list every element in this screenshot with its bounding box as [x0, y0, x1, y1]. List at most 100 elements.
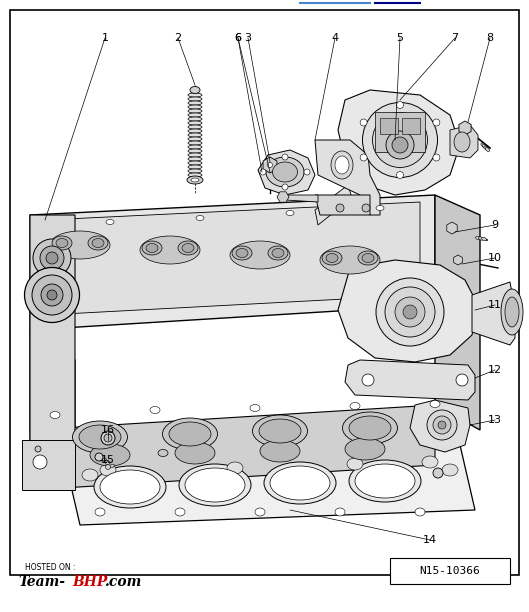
- Ellipse shape: [158, 449, 168, 457]
- Polygon shape: [315, 140, 380, 215]
- Ellipse shape: [250, 405, 260, 411]
- Text: 8: 8: [487, 33, 494, 43]
- Ellipse shape: [188, 145, 202, 149]
- Ellipse shape: [403, 305, 417, 319]
- Ellipse shape: [358, 251, 378, 265]
- Ellipse shape: [255, 508, 265, 516]
- Ellipse shape: [90, 444, 130, 466]
- Ellipse shape: [501, 289, 523, 335]
- Ellipse shape: [372, 113, 427, 168]
- Text: 1: 1: [102, 33, 108, 43]
- Polygon shape: [315, 185, 352, 225]
- Ellipse shape: [142, 241, 162, 255]
- Ellipse shape: [188, 93, 202, 97]
- Ellipse shape: [188, 173, 202, 177]
- Ellipse shape: [415, 508, 425, 516]
- Ellipse shape: [484, 146, 488, 150]
- Ellipse shape: [376, 278, 444, 346]
- Polygon shape: [450, 125, 478, 158]
- Ellipse shape: [345, 438, 385, 460]
- Ellipse shape: [272, 162, 297, 182]
- Ellipse shape: [326, 253, 338, 263]
- Ellipse shape: [185, 468, 245, 502]
- Ellipse shape: [95, 453, 103, 461]
- Ellipse shape: [252, 415, 307, 447]
- Ellipse shape: [72, 421, 127, 453]
- Ellipse shape: [362, 253, 374, 263]
- Ellipse shape: [282, 154, 288, 160]
- Ellipse shape: [104, 434, 112, 442]
- Ellipse shape: [32, 275, 72, 315]
- Ellipse shape: [479, 237, 484, 240]
- Ellipse shape: [266, 157, 304, 187]
- Ellipse shape: [178, 241, 198, 255]
- Ellipse shape: [386, 131, 414, 159]
- Ellipse shape: [236, 248, 248, 258]
- Ellipse shape: [360, 119, 367, 126]
- Ellipse shape: [188, 149, 202, 153]
- Ellipse shape: [188, 109, 202, 113]
- Ellipse shape: [485, 147, 490, 152]
- Ellipse shape: [190, 86, 200, 94]
- Ellipse shape: [347, 458, 363, 470]
- Ellipse shape: [481, 237, 486, 241]
- Ellipse shape: [33, 455, 47, 469]
- Polygon shape: [277, 192, 289, 202]
- Polygon shape: [30, 405, 435, 490]
- Ellipse shape: [264, 462, 336, 504]
- Ellipse shape: [182, 244, 194, 253]
- Ellipse shape: [360, 154, 367, 161]
- Polygon shape: [258, 150, 315, 195]
- Ellipse shape: [230, 241, 290, 269]
- Ellipse shape: [95, 508, 105, 516]
- Ellipse shape: [442, 464, 458, 476]
- Ellipse shape: [188, 141, 202, 145]
- Ellipse shape: [322, 251, 342, 265]
- Text: 9: 9: [491, 220, 498, 230]
- Ellipse shape: [101, 431, 115, 445]
- Ellipse shape: [438, 421, 446, 429]
- Ellipse shape: [282, 184, 288, 190]
- Ellipse shape: [260, 169, 266, 175]
- Ellipse shape: [481, 143, 485, 147]
- Ellipse shape: [175, 442, 215, 464]
- Ellipse shape: [476, 236, 480, 240]
- Ellipse shape: [259, 419, 301, 443]
- Ellipse shape: [188, 101, 202, 105]
- Ellipse shape: [187, 176, 203, 184]
- Ellipse shape: [433, 468, 443, 478]
- Ellipse shape: [50, 411, 60, 419]
- Ellipse shape: [140, 236, 200, 264]
- Ellipse shape: [188, 129, 202, 133]
- Ellipse shape: [433, 416, 451, 434]
- Ellipse shape: [335, 156, 349, 174]
- Ellipse shape: [188, 177, 202, 181]
- Ellipse shape: [376, 206, 384, 211]
- Bar: [375, 112, 425, 152]
- Ellipse shape: [188, 125, 202, 129]
- Polygon shape: [263, 157, 277, 173]
- Ellipse shape: [349, 416, 391, 440]
- Text: 12: 12: [488, 365, 502, 375]
- Ellipse shape: [286, 211, 294, 215]
- Polygon shape: [410, 400, 470, 452]
- Ellipse shape: [268, 246, 288, 260]
- Ellipse shape: [106, 461, 110, 465]
- Ellipse shape: [331, 151, 353, 179]
- Ellipse shape: [100, 470, 160, 504]
- Ellipse shape: [191, 178, 199, 182]
- Polygon shape: [472, 282, 515, 345]
- Ellipse shape: [397, 102, 404, 108]
- Polygon shape: [435, 195, 480, 430]
- Ellipse shape: [179, 464, 251, 506]
- Polygon shape: [338, 260, 478, 362]
- Ellipse shape: [92, 239, 104, 247]
- Ellipse shape: [422, 456, 438, 468]
- Ellipse shape: [395, 297, 425, 327]
- Text: 2: 2: [175, 33, 181, 43]
- Text: 7: 7: [451, 33, 459, 43]
- Ellipse shape: [188, 153, 202, 157]
- Polygon shape: [285, 195, 318, 202]
- Text: 11: 11: [488, 300, 502, 310]
- Ellipse shape: [362, 204, 370, 212]
